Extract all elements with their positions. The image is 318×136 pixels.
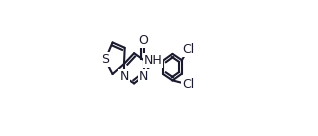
Text: S: S — [101, 53, 109, 66]
Text: Cl: Cl — [182, 78, 194, 91]
Text: N: N — [139, 70, 148, 83]
Text: Cl: Cl — [182, 43, 194, 56]
Text: N: N — [119, 70, 129, 83]
Text: O: O — [139, 34, 149, 47]
Text: NH: NH — [143, 54, 162, 67]
